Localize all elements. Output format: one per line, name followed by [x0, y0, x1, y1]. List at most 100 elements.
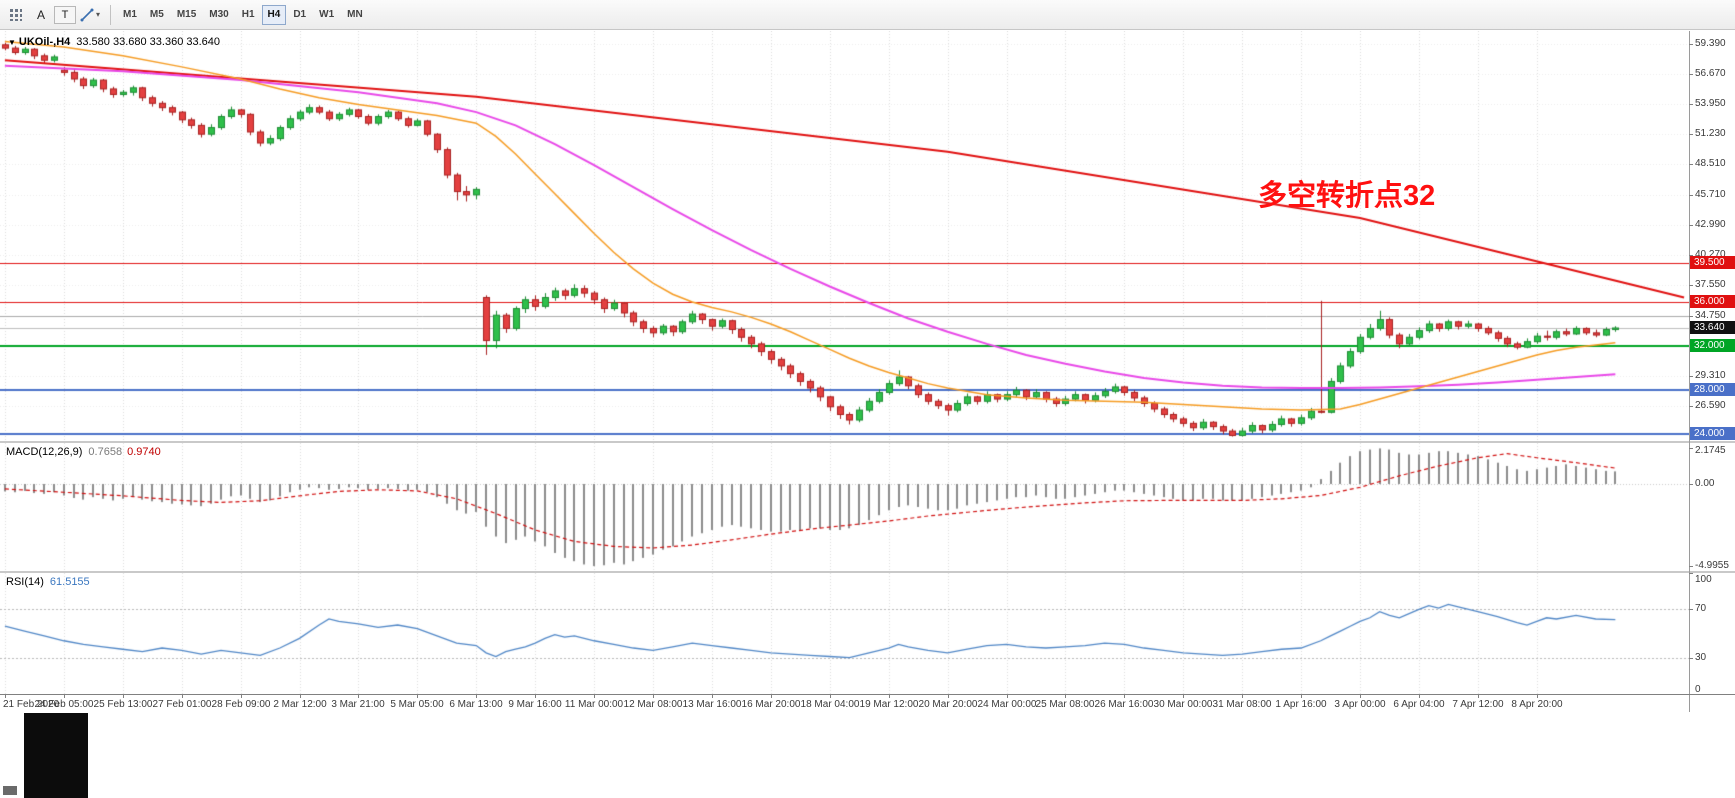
price-badge: 39.500	[1690, 256, 1735, 269]
time-axis-tickmark	[948, 694, 949, 698]
chart-templates-grid-icon[interactable]	[4, 3, 28, 27]
time-axis-label: 21 Feb 2020	[3, 699, 60, 710]
text-tool-button[interactable]: T	[54, 5, 77, 24]
time-axis-tickmark	[889, 694, 890, 698]
price-axis-tickmark	[1689, 406, 1693, 407]
taskbar-fragment-icon	[3, 786, 17, 795]
price-badge: 36.000	[1690, 295, 1735, 308]
time-axis-tickmark	[182, 694, 183, 698]
price-axis-tickmark	[1689, 104, 1693, 105]
price-axis-tickmark	[1689, 164, 1693, 165]
text-label-tool-button[interactable]: A	[30, 4, 52, 26]
rsi-panel-splitter[interactable]	[0, 571, 1735, 573]
time-axis-label: 19 Mar 12:00	[859, 699, 919, 710]
time-axis-label: 3 Mar 21:00	[331, 699, 385, 710]
timeframe-button-W1[interactable]: W1	[313, 5, 340, 25]
time-axis-tickmark	[1419, 694, 1420, 698]
rsi-axis-tickmark	[1689, 694, 1693, 695]
price-axis-label: 40.270	[1695, 249, 1726, 260]
price-badge: 32.000	[1690, 339, 1735, 352]
time-axis-tickmark	[712, 694, 713, 698]
time-axis-tickmark	[535, 694, 536, 698]
price-badge: 28.000	[1690, 383, 1735, 396]
chart-symbol-header: ▼ UKOil-,H4 33.580 33.680 33.360 33.640	[8, 36, 220, 48]
rsi-axis-label: 0	[1695, 684, 1701, 695]
time-axis-label: 27 Feb 01:00	[152, 699, 212, 710]
timeframe-button-MN[interactable]: MN	[341, 5, 369, 25]
bottom-tab[interactable]	[24, 713, 88, 798]
price-axis-tickmark	[1689, 376, 1693, 377]
time-axis-tickmark	[771, 694, 772, 698]
time-axis-tickmark	[417, 694, 418, 698]
time-axis-label: 24 Mar 00:00	[977, 699, 1037, 710]
price-axis-tickmark	[1689, 255, 1693, 256]
rsi-value: 61.5155	[49, 576, 90, 588]
time-axis-tickmark	[1124, 694, 1125, 698]
time-axis-label: 24 Feb 05:00	[34, 699, 94, 710]
time-axis-label: 2 Mar 12:00	[273, 699, 327, 710]
timeframe-button-M1[interactable]: M1	[117, 5, 143, 25]
price-axis-label: 29.310	[1695, 370, 1726, 381]
rsi-axis-label: 30	[1695, 652, 1707, 663]
time-axis-label: 1 Apr 16:00	[1275, 699, 1327, 710]
chevron-down-icon: ▾	[96, 10, 101, 19]
macd-signal-value: 0.9740	[127, 446, 161, 458]
symbol-label: UKOil-,H4	[18, 36, 71, 48]
price-axis-label: 59.390	[1695, 38, 1726, 49]
time-axis-label: 13 Mar 16:00	[682, 699, 742, 710]
main-price-chart-canvas[interactable]	[0, 31, 1689, 441]
timeframe-button-M15[interactable]: M15	[171, 5, 202, 25]
time-axis-tickmark	[5, 694, 6, 698]
macd-axis-tickmark	[1689, 566, 1693, 567]
time-axis-tickmark	[594, 694, 595, 698]
time-axis-label: 8 Apr 20:00	[1511, 699, 1563, 710]
macd-axis-label: -4.9955	[1695, 560, 1729, 571]
time-axis-label: 31 Mar 08:00	[1212, 699, 1272, 710]
rsi-axis-label: 70	[1695, 603, 1707, 614]
price-axis-label: 53.950	[1695, 98, 1726, 109]
timeframe-buttons: M1 M5 M15 M30 H1 H4 D1 W1 MN	[117, 4, 370, 25]
rsi-axis-tickmark	[1689, 573, 1693, 574]
time-axis-tickmark	[1242, 694, 1243, 698]
time-axis-tickmark	[1360, 694, 1361, 698]
time-axis-tickmark	[123, 694, 124, 698]
dropdown-triangle-icon[interactable]: ▼	[8, 38, 16, 47]
toolbar-separator	[110, 4, 112, 25]
macd-panel-splitter[interactable]	[0, 441, 1735, 443]
timeframe-button-H4[interactable]: H4	[261, 4, 287, 25]
macd-label: MACD(12,26,9) 0.7658 0.9740	[6, 446, 161, 458]
timeframe-button-M30[interactable]: M30	[203, 5, 234, 25]
timeframe-button-H1[interactable]: H1	[236, 5, 261, 25]
price-axis-label: 56.670	[1695, 68, 1726, 79]
draw-tool-button[interactable]: ▾	[78, 3, 102, 27]
price-axis-tickmark	[1689, 134, 1693, 135]
rsi-indicator-canvas[interactable]	[0, 573, 1689, 694]
time-axis-tickmark	[241, 694, 242, 698]
time-axis-label: 5 Mar 05:00	[390, 699, 444, 710]
time-axis-tickmark	[300, 694, 301, 698]
price-axis-label: 37.550	[1695, 279, 1726, 290]
price-axis-tickmark	[1689, 225, 1693, 226]
grid-dots-icon	[10, 8, 22, 21]
time-axis-tickmark	[1183, 694, 1184, 698]
time-axis-tickmark	[1065, 694, 1066, 698]
timeframe-button-D1[interactable]: D1	[287, 5, 312, 25]
time-axis-label: 6 Mar 13:00	[449, 699, 503, 710]
time-axis-label: 16 Mar 20:00	[741, 699, 801, 710]
macd-axis-label: 0.00	[1695, 478, 1715, 489]
price-axis-label: 42.990	[1695, 219, 1726, 230]
time-axis-label: 12 Mar 08:00	[623, 699, 683, 710]
time-axis-label: 7 Apr 12:00	[1452, 699, 1504, 710]
time-axis-tickmark	[476, 694, 477, 698]
price-axis-tickmark	[1689, 74, 1693, 75]
price-axis-label: 34.750	[1695, 310, 1726, 321]
timeframe-button-M5[interactable]: M5	[144, 5, 170, 25]
macd-indicator-canvas[interactable]	[0, 443, 1689, 571]
rsi-label: RSI(14) 61.5155	[6, 576, 90, 588]
ohlc-values: 33.580 33.680 33.360 33.640	[76, 36, 221, 48]
time-axis-label: 25 Mar 08:00	[1035, 699, 1095, 710]
price-axis-label: 45.710	[1695, 189, 1726, 200]
price-axis-label: 26.590	[1695, 400, 1726, 411]
rsi-axis-label: 100	[1695, 574, 1712, 585]
